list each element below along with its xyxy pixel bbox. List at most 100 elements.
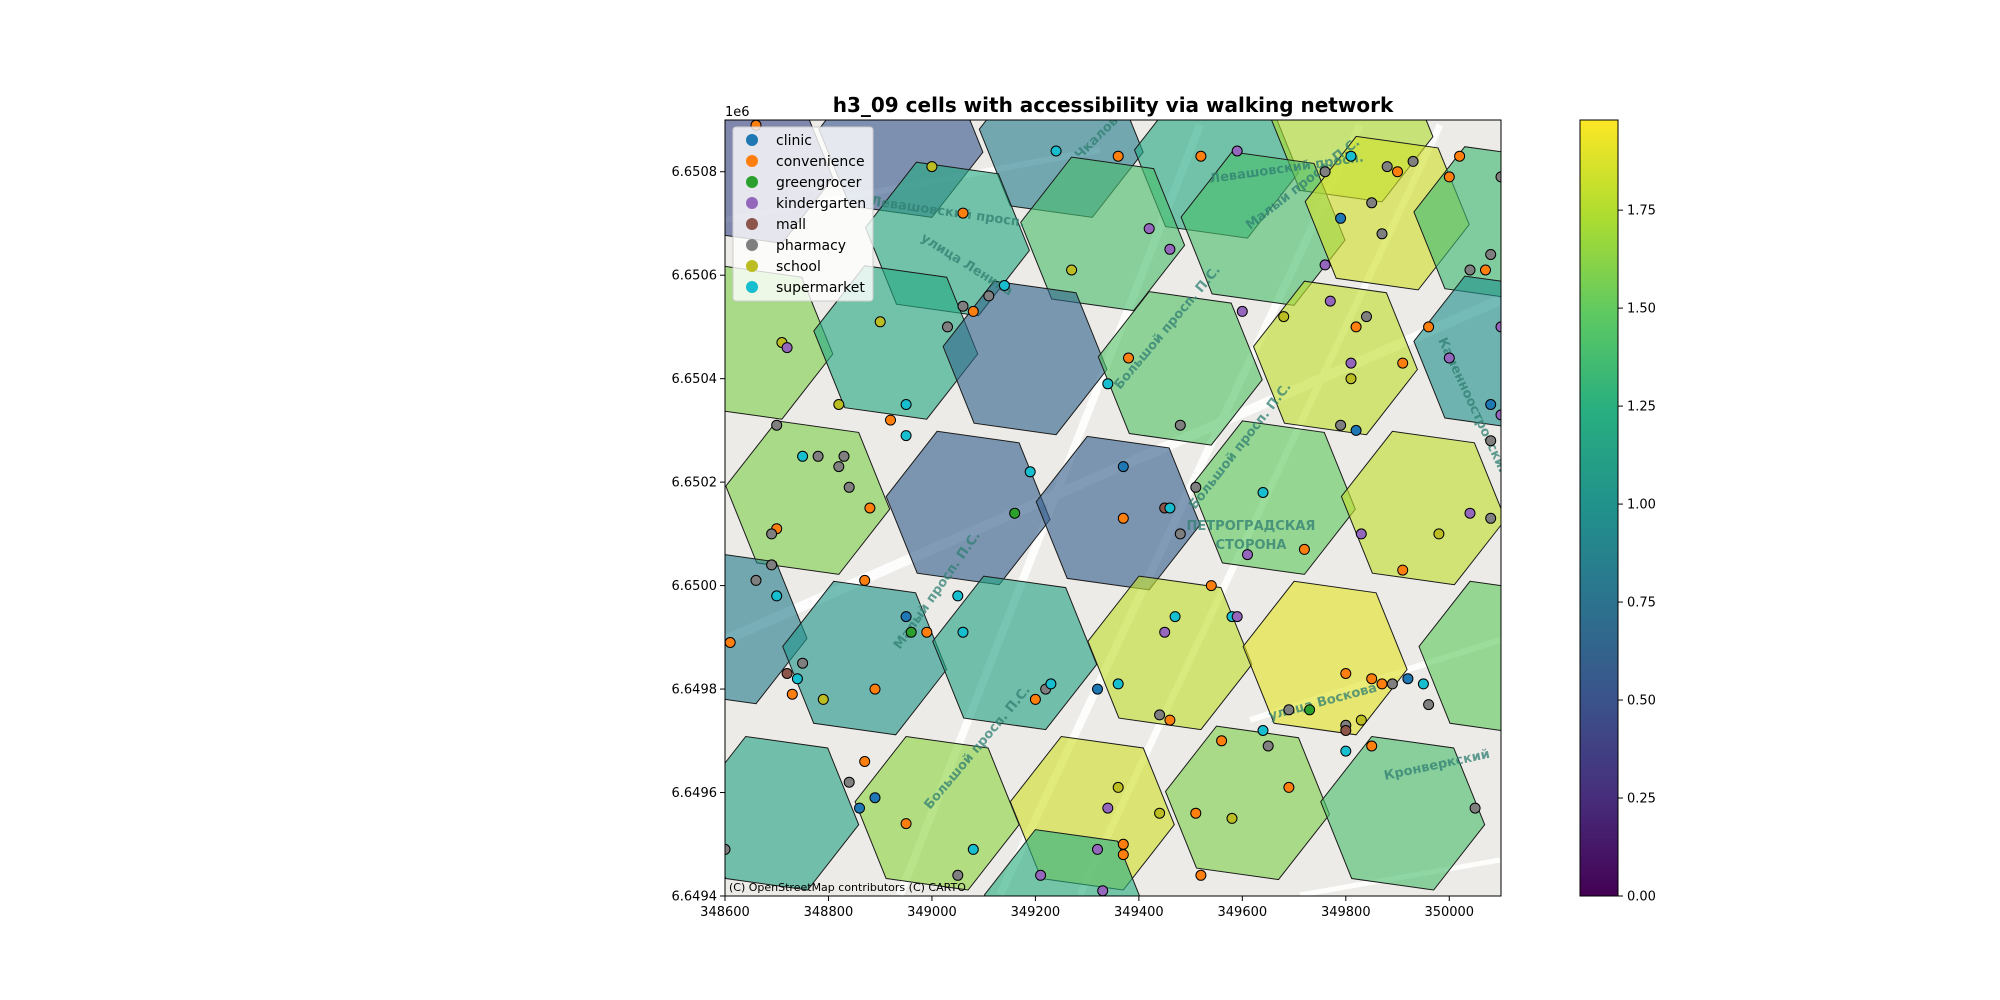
poi-point-kindergarten [1324,295,1336,307]
poi-point-convenience [1392,166,1403,178]
poi-point-convenience [1366,673,1378,685]
poi-point-clinic [900,611,912,623]
y-offset-label: 1e6 [725,105,750,120]
poi-point-convenience [1340,668,1352,679]
poi-point-pharmacy [1469,802,1481,814]
poi-point-pharmacy [797,657,809,669]
poi-point-pharmacy [833,461,845,473]
poi-point-supermarket [1345,150,1357,162]
poi-point-convenience [1117,849,1129,861]
poi-point-clinic [1485,399,1497,410]
poi-point-supermarket [957,626,969,638]
hex-cell-15 [1413,275,1501,427]
poi-point-supermarket [998,280,1010,291]
poi-point-supermarket [771,590,783,602]
legend: clinic convenience greengrocer kindergarten… [732,126,874,302]
poi-point-supermarket [1417,678,1429,690]
poi-point-supermarket [1169,611,1181,623]
poi-point-convenience [1376,678,1388,690]
poi-point-supermarket [900,430,912,442]
poi-point-pharmacy [957,300,969,312]
legend-label-mall: mall [776,217,806,233]
poi-point-kindergarten [1495,321,1501,333]
poi-point-convenience [786,688,798,700]
poi-point-convenience [967,305,979,317]
legend-marker-mall [746,218,758,230]
poi-point-convenience [1397,564,1409,576]
colorbar-tick-label: 1.75 [1627,204,1656,219]
poi-point-greengrocer [1009,507,1021,519]
y-tick-label: 6.6504 [672,372,718,387]
legend-marker-clinic [746,134,758,146]
poi-point-supermarket [967,843,979,855]
colorbar-tick-label: 0.00 [1627,890,1656,905]
hex-cell-25 [1242,580,1408,736]
poi-point-convenience [1112,150,1124,162]
hex-cell-31 [1320,735,1486,891]
poi-point-clinic [1350,424,1362,436]
y-tick-label: 6.6502 [672,476,718,491]
poi-point-kindergarten [1495,409,1501,421]
x-tick-label: 349400 [1114,905,1164,920]
poi-point-convenience [1205,580,1217,592]
poi-point-kindergarten [1164,243,1176,255]
poi-point-kindergarten [1102,802,1114,814]
poi-point-school [1355,714,1367,726]
y-tick-label: 6.6506 [672,269,718,284]
poi-point-kindergarten [1159,626,1171,638]
poi-point-pharmacy [952,869,964,881]
poi-point-convenience [1195,150,1207,162]
poi-point-convenience [1190,807,1202,819]
poi-point-pharmacy [983,290,995,302]
poi-point-school [1154,807,1166,819]
legend-marker-kindergarten [746,197,758,209]
poi-point-kindergarten [781,342,793,354]
poi-point-pharmacy [1283,704,1295,716]
axes-frame [724,119,1502,897]
x-tick-label: 349200 [1011,905,1061,920]
poi-point-mall [781,668,793,679]
colorbar-tick-label: 1.25 [1627,400,1656,415]
poi-point-school [817,693,829,705]
poi-point-supermarket [797,450,809,462]
poi-point-kindergarten [1443,352,1455,364]
poi-point-kindergarten [1231,611,1243,623]
y-tick-label: 6.6494 [672,890,718,905]
hex-cell-24 [1087,575,1253,731]
hex-cell-8 [1304,135,1470,291]
poi-point-pharmacy [771,419,783,431]
hex-cell-30 [1164,725,1331,881]
poi-point-convenience [957,207,969,219]
x-tick-label: 349600 [1218,905,1268,920]
poi-point-clinic [1092,683,1103,695]
poi-point-supermarket [1257,725,1269,736]
colorbar-gradient [1580,120,1618,896]
x-tick-label: 348800 [804,905,854,920]
colorbar-tick-label: 0.75 [1627,596,1656,611]
poi-point-convenience [1366,740,1378,752]
poi-point-convenience [1350,321,1362,333]
x-axis: 348600 348800 349000 349200 349400 349600 3498… [700,896,1474,920]
poi-point-school [1112,781,1124,793]
poi-point-school [1066,264,1078,276]
legend-label-supermarket: supermarket [776,280,865,296]
hex-cell-9 [1413,146,1501,298]
poi-point-supermarket [1102,378,1114,390]
poi-point-convenience [725,637,736,648]
poi-point-pharmacy [1335,419,1347,431]
poi-point-school [1226,812,1238,824]
poi-point-convenience [1216,735,1228,747]
poi-point-kindergarten [1097,885,1109,896]
poi-point-pharmacy [1361,311,1372,323]
poi-point-convenience [1029,693,1041,705]
poi-point-convenience [1298,543,1310,555]
y-tick-label: 6.6500 [672,579,718,594]
poi-point-kindergarten [1355,528,1367,540]
poi-point-school [1278,311,1290,323]
poi-point-convenience [859,756,871,767]
poi-point-pharmacy [1485,435,1497,447]
poi-point-pharmacy [843,481,855,493]
legend-marker-greengrocer [746,176,758,188]
poi-point-school [874,316,886,328]
